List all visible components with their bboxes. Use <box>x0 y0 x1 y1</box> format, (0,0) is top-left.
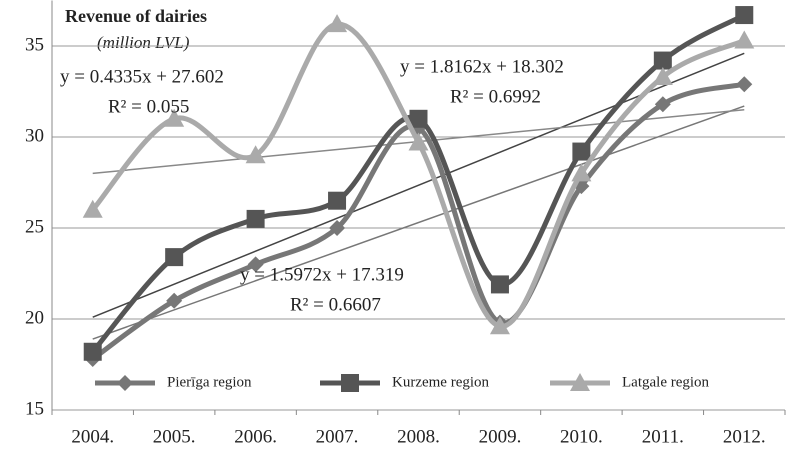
x-tick-label: 2012. <box>723 426 766 447</box>
trendline <box>92 52 745 318</box>
legend-label: Pierīga region <box>167 374 252 390</box>
data-point <box>327 14 348 33</box>
data-point <box>736 76 753 93</box>
data-point <box>165 248 184 267</box>
y-tick-label: 35 <box>25 34 44 55</box>
data-point <box>735 6 754 25</box>
legend-marker <box>117 375 133 391</box>
y-tick-label: 25 <box>25 216 44 237</box>
data-point <box>653 51 672 70</box>
x-tick-label: 2011. <box>642 426 684 447</box>
series-line <box>91 81 745 362</box>
data-point <box>83 342 102 361</box>
legend-label: Latgale region <box>622 374 710 390</box>
legend-marker <box>570 373 590 391</box>
x-tick-label: 2010. <box>560 426 603 447</box>
data-point <box>328 191 347 210</box>
data-point <box>166 292 183 309</box>
annotation: y = 0.4335x + 27.602 <box>60 66 224 87</box>
annotation: R² = 0.6607 <box>290 294 381 315</box>
annotation: y = 1.8162x + 18.302 <box>400 56 564 77</box>
data-point <box>164 108 185 127</box>
data-point <box>247 256 264 273</box>
series-line <box>90 12 746 354</box>
x-tick-label: 2006. <box>234 426 277 447</box>
annotation: R² = 0.055 <box>108 96 189 117</box>
y-tick-label: 15 <box>25 398 44 419</box>
y-tick-label: 20 <box>25 307 44 328</box>
x-tick-label: 2009. <box>479 426 522 447</box>
x-tick-label: 2004. <box>71 426 114 447</box>
data-point <box>409 109 428 128</box>
legend-label: Kurzeme region <box>392 374 490 390</box>
trendline <box>92 105 745 340</box>
legend-marker <box>341 374 359 392</box>
data-point <box>245 145 266 164</box>
x-tick-label: 2008. <box>397 426 440 447</box>
data-point <box>571 163 592 182</box>
data-point <box>408 132 429 151</box>
x-tick-label: 2005. <box>153 426 196 447</box>
data-point <box>572 142 591 161</box>
data-point <box>489 316 510 335</box>
data-point <box>246 209 265 228</box>
data-point <box>652 66 673 85</box>
data-point <box>654 96 671 113</box>
data-point <box>490 275 509 294</box>
x-tick-label: 2007. <box>316 426 359 447</box>
data-point <box>734 30 755 49</box>
y-tick-label: 30 <box>25 125 44 146</box>
chart-subtitle: (million LVL) <box>97 33 190 52</box>
annotation: R² = 0.6992 <box>450 86 541 107</box>
annotation: y = 1.5972x + 17.319 <box>240 264 404 285</box>
data-point <box>329 220 346 236</box>
chart-title: Revenue of dairies <box>65 6 207 26</box>
data-point <box>82 199 103 218</box>
